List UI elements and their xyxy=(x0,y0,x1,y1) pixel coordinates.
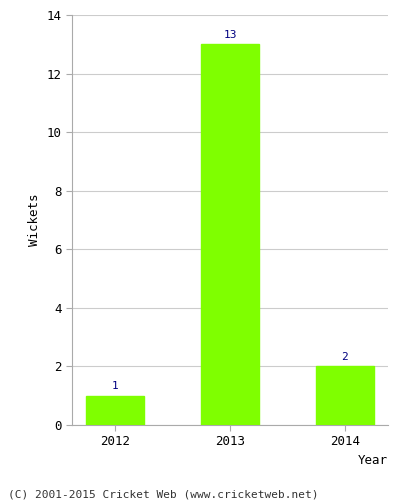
Bar xyxy=(201,44,259,425)
Text: 13: 13 xyxy=(223,30,237,40)
Bar xyxy=(86,396,144,425)
Y-axis label: Wickets: Wickets xyxy=(28,194,41,246)
Text: 2: 2 xyxy=(342,352,348,362)
Text: (C) 2001-2015 Cricket Web (www.cricketweb.net): (C) 2001-2015 Cricket Web (www.cricketwe… xyxy=(8,490,318,500)
Text: Year: Year xyxy=(358,454,388,466)
Bar xyxy=(316,366,374,425)
Text: 1: 1 xyxy=(112,382,118,392)
